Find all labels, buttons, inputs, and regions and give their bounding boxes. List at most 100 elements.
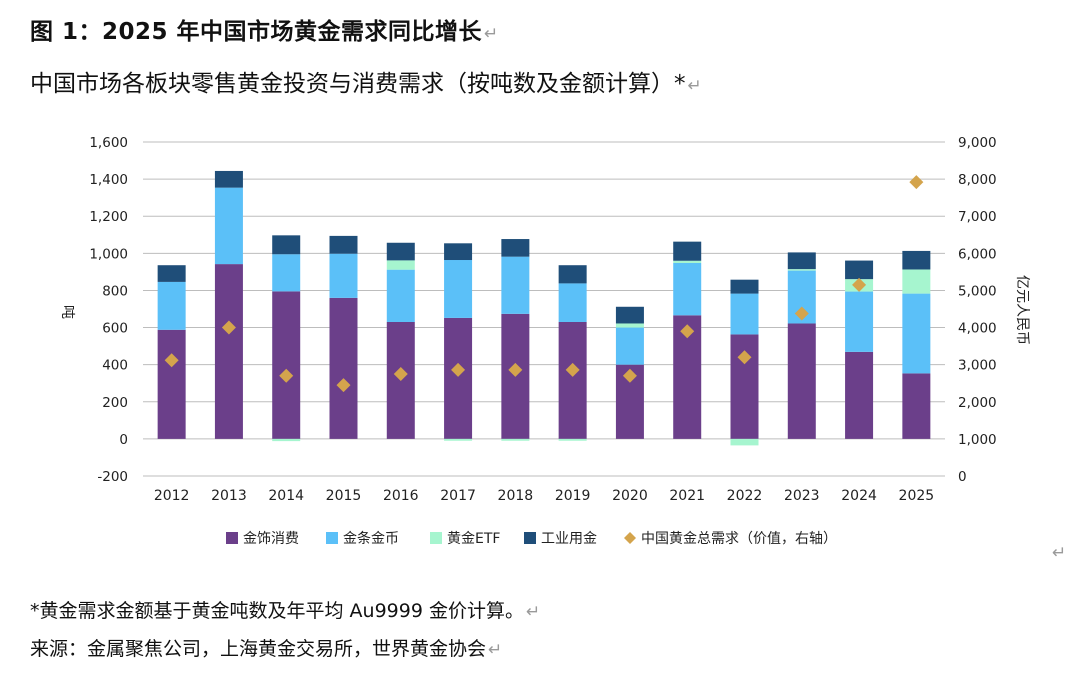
x-tick-label: 2019 — [555, 488, 591, 504]
bar-segment — [787, 269, 816, 271]
value-marker — [451, 362, 466, 377]
bar-segment — [673, 262, 702, 316]
bar-segment — [845, 351, 874, 439]
x-tick-label: 2018 — [498, 488, 534, 504]
legend: 金饰消费 金条金币 黄金ETF 工业用金 中国黄金总需求（价值，右轴） — [226, 530, 837, 547]
bar-segment — [214, 170, 243, 188]
x-tick-label: 2014 — [268, 488, 304, 504]
bar-segment — [386, 242, 415, 261]
right-tick-label: 0 — [958, 469, 967, 485]
bar-segment — [902, 250, 931, 270]
bar-segment — [845, 260, 874, 280]
bar-segment — [444, 438, 473, 441]
legend-label: 金饰消费 — [243, 531, 299, 547]
legend-swatch — [624, 532, 636, 544]
bar-segment — [386, 260, 415, 270]
bar-segment — [845, 291, 874, 352]
bar-segment — [157, 265, 186, 282]
value-marker — [164, 353, 179, 368]
right-tick-label: 6,000 — [958, 246, 997, 262]
x-axis-ticks: 2012 2013 2014 2015 2016 2017 2018 2019 2020 2021… — [154, 488, 934, 504]
bar-segment — [272, 235, 301, 255]
bar-segment — [157, 281, 186, 330]
bar-segment — [902, 293, 931, 374]
bar-segment — [444, 260, 473, 318]
left-tick-label: 1,000 — [89, 246, 128, 262]
bar-segment — [272, 291, 301, 439]
x-tick-label: 2012 — [154, 488, 190, 504]
bar-segment — [329, 297, 358, 439]
bar-segment — [730, 438, 759, 446]
bar-segment — [444, 317, 473, 439]
bar-segment — [558, 265, 587, 284]
value-marker — [909, 175, 924, 190]
bar-segment — [730, 334, 759, 439]
x-tick-label: 2025 — [899, 488, 935, 504]
return-mark: ↵ — [1052, 543, 1067, 563]
x-tick-label: 2020 — [612, 488, 648, 504]
bar-segment — [787, 252, 816, 270]
bar-segment — [673, 260, 702, 263]
x-tick-label: 2023 — [784, 488, 820, 504]
value-marker — [565, 362, 580, 377]
right-tick-label: 7,000 — [958, 209, 997, 225]
right-axis-label: 亿元人民币 — [1014, 275, 1030, 345]
x-tick-label: 2024 — [841, 488, 877, 504]
value-marker — [508, 362, 523, 377]
legend-label: 中国黄金总需求（价值，右轴） — [641, 530, 837, 547]
right-tick-label: 9,000 — [958, 135, 997, 151]
bar-segment — [386, 269, 415, 322]
left-tick-label: -200 — [97, 469, 128, 485]
bar-segment — [501, 438, 530, 441]
bar-segment — [730, 293, 759, 335]
bar-segment — [329, 253, 358, 298]
figure-title: 图 1：2025 年中国市场黄金需求同比增长 ↵ — [30, 19, 499, 45]
figure-subtitle: 中国市场各板块零售黄金投资与消费需求（按吨数及金额计算）* ↵ — [30, 71, 702, 97]
left-tick-label: 1,600 — [89, 135, 128, 151]
x-tick-label: 2021 — [669, 488, 705, 504]
bar-segment — [214, 264, 243, 439]
legend-label: 工业用金 — [541, 531, 597, 547]
legend-label: 黄金ETF — [447, 530, 500, 547]
right-tick-label: 5,000 — [958, 283, 997, 299]
bar-segment — [787, 323, 816, 439]
legend-swatch — [226, 532, 238, 544]
bar-segment — [615, 327, 644, 365]
source-note: 来源：金属聚焦公司，上海黄金交易所，世界黄金协会 ↵ — [30, 638, 503, 660]
value-markers — [164, 175, 924, 393]
left-axis-label: 吨 — [59, 305, 75, 319]
gridlines — [143, 141, 945, 477]
bar-segment — [444, 243, 473, 261]
bar-segment — [558, 283, 587, 322]
bar-segment — [501, 256, 530, 314]
right-tick-label: 8,000 — [958, 172, 997, 188]
value-marker — [279, 368, 294, 383]
right-tick-label: 2,000 — [958, 395, 997, 411]
x-tick-label: 2015 — [326, 488, 362, 504]
left-tick-label: 1,200 — [89, 209, 128, 225]
value-marker — [221, 320, 236, 335]
left-tick-label: 0 — [119, 432, 128, 448]
left-axis-ticks: -200 0 200 400 600 800 1,000 1,200 1,400 1,600 — [89, 135, 128, 485]
bar-segment — [272, 438, 301, 442]
bar-segment — [673, 241, 702, 261]
bar-segment — [902, 269, 931, 294]
bar-segment — [157, 329, 186, 439]
left-tick-label: 600 — [102, 321, 128, 337]
x-tick-label: 2017 — [440, 488, 476, 504]
bar-segment — [558, 438, 587, 441]
legend-label: 金条金币 — [343, 530, 399, 547]
bar-segment — [214, 187, 243, 265]
left-tick-label: 200 — [102, 395, 128, 411]
left-tick-label: 400 — [102, 358, 128, 374]
value-marker — [794, 306, 809, 321]
right-tick-label: 4,000 — [958, 321, 997, 337]
value-marker — [622, 368, 637, 383]
x-tick-label: 2022 — [727, 488, 763, 504]
legend-swatch — [326, 532, 338, 544]
value-marker — [336, 378, 351, 393]
left-tick-label: 1,400 — [89, 172, 128, 188]
legend-swatch — [430, 532, 442, 544]
bar-segment — [615, 306, 644, 324]
bar-segment — [272, 254, 301, 292]
